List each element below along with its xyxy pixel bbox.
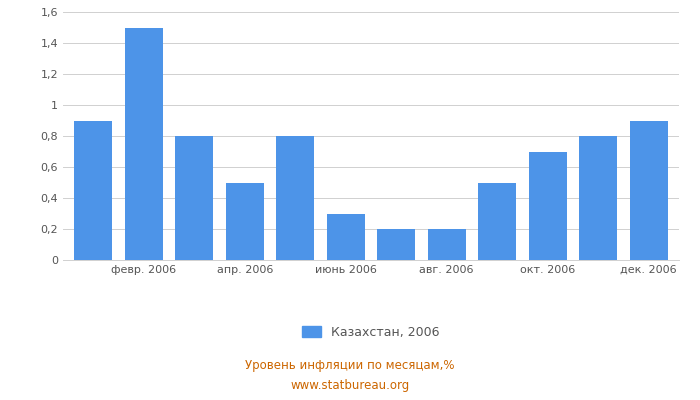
Legend: Казахстан, 2006: Казахстан, 2006	[298, 321, 444, 344]
Bar	[478, 182, 516, 260]
Bar	[630, 120, 668, 260]
Bar	[327, 214, 365, 260]
Bar	[377, 229, 415, 260]
Bar	[175, 136, 214, 260]
Bar	[125, 28, 162, 260]
Bar	[226, 182, 264, 260]
Bar	[580, 136, 617, 260]
Text: Уровень инфляции по месяцам,%: Уровень инфляции по месяцам,%	[245, 359, 455, 372]
Bar	[528, 152, 567, 260]
Bar	[276, 136, 314, 260]
Bar	[74, 120, 112, 260]
Text: www.statbureau.org: www.statbureau.org	[290, 379, 410, 392]
Bar	[428, 229, 466, 260]
